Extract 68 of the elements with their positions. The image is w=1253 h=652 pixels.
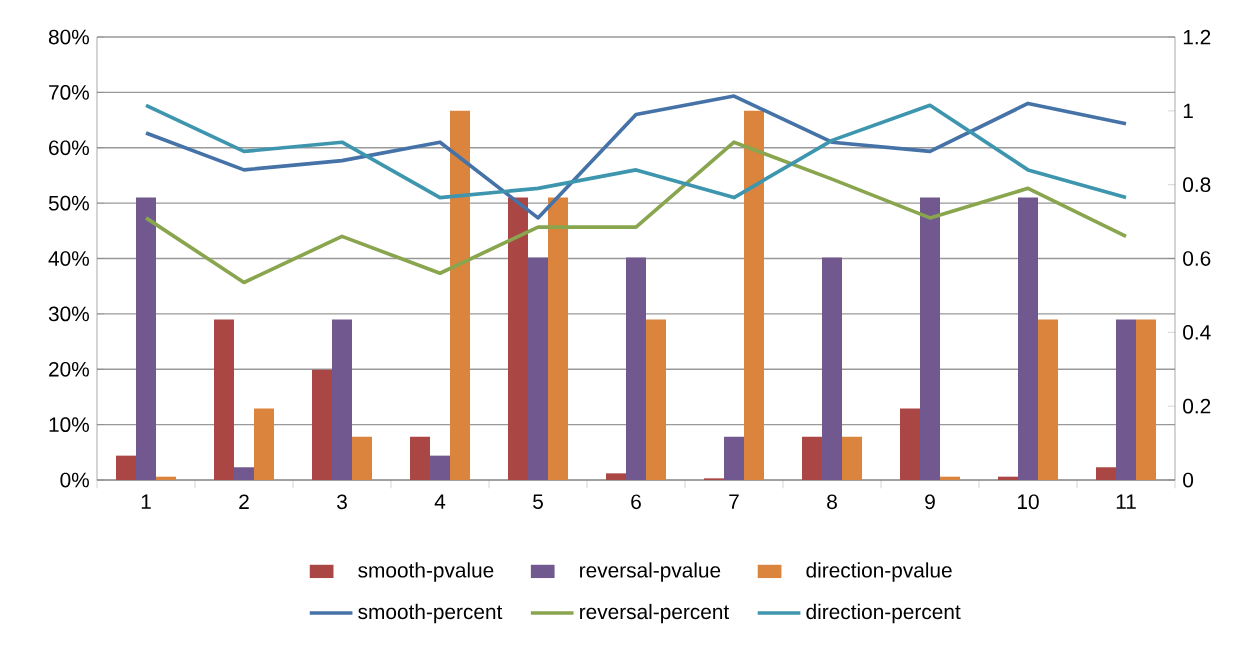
y-tick-label: 30% (48, 306, 89, 322)
legend-label: smooth-pvalue (358, 562, 494, 582)
bar (410, 436, 431, 480)
y-tick-label: 80% (48, 29, 89, 45)
y-tick-label: 0% (60, 472, 89, 488)
x-tick-label: 9 (925, 494, 935, 510)
legend-label: direction-percent (806, 603, 961, 624)
bar (646, 319, 666, 480)
y-tick-label: 70% (49, 85, 89, 100)
y2-tick-label: 0.8 (1183, 177, 1211, 193)
bar (1116, 319, 1137, 480)
bar (450, 110, 471, 480)
y2-tick-label: 0.2 (1183, 398, 1211, 414)
bar (744, 110, 765, 480)
bar (312, 369, 332, 480)
x-tick-label: 10 (1018, 494, 1039, 510)
x-tick-label: 1 (141, 494, 151, 509)
bar (998, 476, 1019, 480)
y-tick-label: 60% (49, 140, 89, 156)
bar (802, 436, 823, 480)
bar (430, 455, 450, 480)
bar (606, 473, 627, 480)
bar (822, 257, 843, 480)
bar (214, 319, 234, 480)
bar (234, 467, 254, 480)
bar (1018, 197, 1039, 480)
legend-label: reversal-percent (580, 603, 730, 624)
x-tick-label: 4 (434, 494, 446, 509)
bar (508, 197, 528, 480)
bar (1136, 319, 1157, 480)
bar (254, 408, 274, 480)
bar (1096, 467, 1117, 480)
y-tick-label: 50% (48, 195, 89, 211)
x-tick-label: 6 (631, 494, 641, 510)
bar (920, 197, 941, 480)
bar (724, 436, 744, 480)
line-series (144, 94, 1128, 220)
bar (842, 436, 863, 480)
x-tick-label: 2 (239, 494, 249, 509)
y2-tick-label: 0.4 (1183, 324, 1211, 340)
x-tick-label: 5 (533, 494, 543, 509)
y-tick-label: 20% (49, 361, 89, 377)
bar (528, 257, 549, 480)
x-tick-label: 11 (1116, 494, 1136, 509)
y2-tick-label: 1.2 (1183, 29, 1211, 45)
x-tick-label: 7 (729, 494, 739, 509)
line-series (144, 103, 1128, 200)
y-tick-label: 10% (49, 417, 89, 433)
bar (156, 476, 177, 480)
bar (1038, 319, 1059, 480)
x-tick-label: 8 (827, 494, 837, 510)
legend-label: reversal-pvalue (580, 562, 721, 582)
bar (900, 408, 921, 480)
y2-tick-label: 1 (1183, 103, 1193, 118)
bar (116, 455, 136, 480)
y-tick-label: 40% (48, 251, 89, 266)
bar (626, 257, 647, 480)
legend-label: direction-pvalue (806, 562, 952, 582)
y2-tick-label: 0.6 (1183, 251, 1211, 266)
bar (332, 319, 352, 480)
bar (548, 197, 569, 480)
line-series (144, 140, 1128, 285)
x-tick-label: 3 (336, 494, 347, 510)
y2-tick-label: 0 (1183, 472, 1194, 488)
bar (136, 197, 156, 480)
legend-label: smooth-percent (358, 603, 503, 624)
bar (940, 476, 961, 480)
bar (352, 436, 372, 480)
